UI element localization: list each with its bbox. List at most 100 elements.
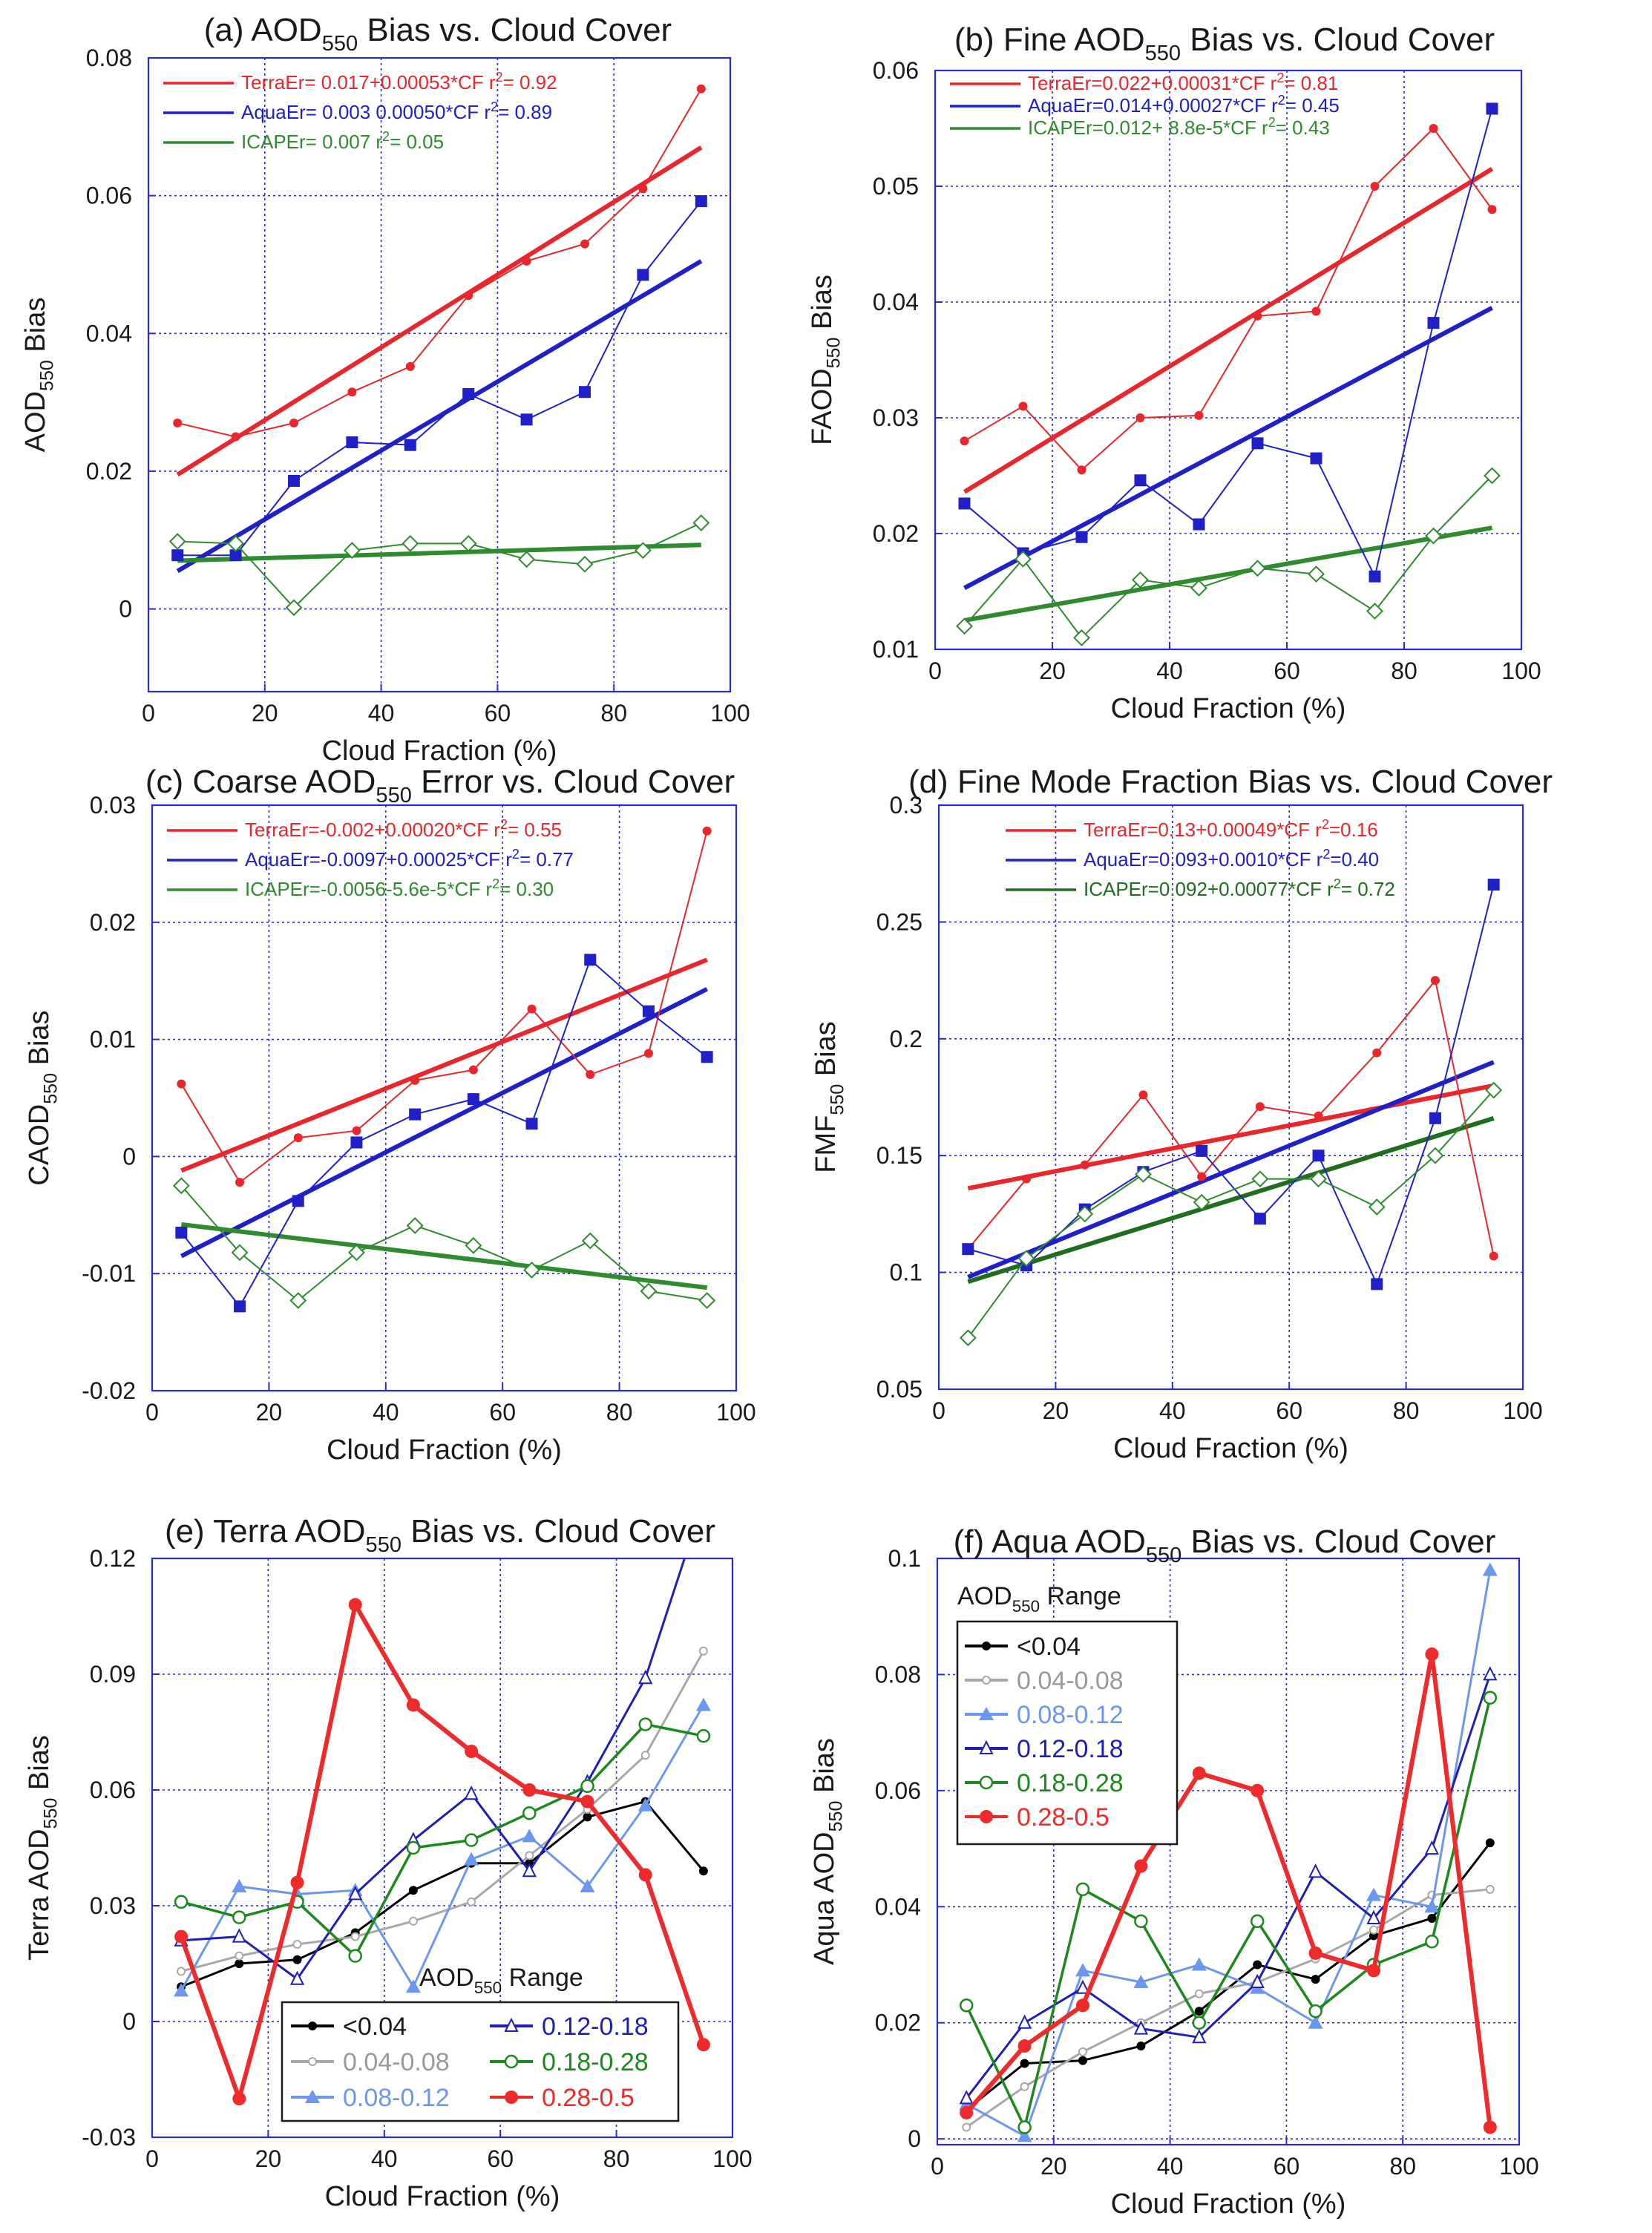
data-point: [1251, 1170, 1269, 1188]
data-point: [1017, 2039, 1032, 2053]
legend-text: AquaEr=0.093+0.0010*CF r: [1084, 848, 1323, 870]
legend-title: AOD550 Range: [957, 1582, 1121, 1616]
data-point: [1134, 1914, 1148, 1929]
x-tick-label: 40: [368, 700, 395, 727]
grid: [937, 1558, 1519, 2145]
series-line-1: [966, 1888, 1490, 2128]
legend-superscript: 2: [496, 70, 503, 85]
data-point: [522, 1783, 537, 1797]
data-point: [701, 1051, 713, 1063]
legend-text: AquaEr= 0.003 0.00050*CF r: [241, 101, 491, 123]
data-point: [1489, 1251, 1498, 1261]
panel-d: 0 20 40 60 80 100 0.05 0.1 0.15 0.2 0.25 0.3(d) Fin…: [810, 764, 1553, 1464]
data-point: [1487, 879, 1500, 891]
plot-area: [956, 102, 1501, 646]
data-point: [352, 1126, 361, 1135]
data-point: [1485, 1884, 1495, 1894]
data-point: [292, 1940, 302, 1949]
x-tick-label: 60: [1274, 658, 1300, 684]
y-axis-label-group: Aqua AOD550 Bias: [809, 1738, 846, 1965]
chart-title-subscript: 550: [366, 1533, 401, 1557]
data-point: [1075, 1963, 1090, 1977]
y-axis-label: FMF550 Bias: [810, 1021, 848, 1173]
y-tick-label: 0: [119, 596, 132, 623]
data-point: [1251, 1783, 1265, 1797]
y-tick-label: 0.03: [90, 792, 136, 819]
y-axis-label-main: FMF: [810, 1115, 842, 1173]
data-point: [696, 84, 706, 94]
data-point: [405, 361, 415, 371]
legend-marker: [305, 2090, 320, 2103]
legend-superscript: 2: [491, 99, 498, 114]
chart-title: (e) Terra AOD550 Bias vs. Cloud Cover: [165, 1513, 715, 1557]
data-point: [408, 1916, 418, 1926]
fit-line-aqua: [967, 1060, 1495, 1279]
chart-title-subscript: 550: [376, 784, 411, 807]
data-point: [638, 184, 648, 194]
y-tick-label: 0.09: [90, 1661, 136, 1688]
x-tick-label: 60: [487, 2145, 514, 2172]
series-line-4: [965, 1697, 1492, 2129]
data-point: [1136, 2042, 1146, 2051]
x-tick-label: 20: [255, 2145, 282, 2172]
panel-b: 0 20 40 60 80 100 0.01 0.02 0.03 0.04 0.05 0.06 (b) …: [807, 22, 1541, 724]
series-line-4: [180, 1722, 704, 1958]
x-tick-label: 100: [1499, 2153, 1538, 2180]
data-point: [1018, 401, 1028, 411]
legend-entry: TerraEr=-0.002+0.00020*CF r2= 0.55: [245, 817, 562, 841]
data-point: [168, 533, 186, 551]
data-point: [1429, 124, 1438, 133]
data-point: [959, 1998, 974, 2013]
data-point: [1078, 2056, 1087, 2065]
data-point: [1075, 531, 1088, 543]
series-line-2: [967, 1089, 1495, 1339]
data-point: [229, 549, 242, 562]
data-point: [1368, 1199, 1386, 1216]
series-line-1: [177, 200, 702, 557]
y-axis-label-subscript: 550: [825, 1801, 846, 1832]
data-point: [1197, 1172, 1207, 1181]
data-point: [1250, 1914, 1265, 1929]
x-tick-label: 100: [710, 700, 750, 727]
legend: TerraEr=0.13+0.00049*CF r2=0.16 AquaEr=0.…: [1006, 817, 1395, 900]
legend-title-main: AOD: [957, 1582, 1012, 1610]
legend-title-rest: Range: [502, 1964, 583, 1992]
legend-value: = 0.72: [1341, 878, 1395, 900]
legend-entry: ICAPEr= 0.007 r2= 0.05: [241, 129, 444, 153]
legend-entry: 0.28-0.5: [542, 2084, 635, 2112]
fit-line-icap: [177, 542, 701, 563]
data-point: [1308, 2004, 1322, 2019]
data-point: [702, 826, 712, 836]
y-tick-label: 0.12: [90, 1545, 136, 1572]
legend-entry: ICAPEr=0.092+0.00077*CF r2= 0.72: [1084, 876, 1395, 900]
data-point: [1308, 1946, 1322, 1960]
data-point: [1135, 413, 1145, 422]
data-point: [1192, 2016, 1207, 2030]
y-axis-label-rest: Bias: [810, 1021, 842, 1083]
data-point: [290, 1875, 304, 1889]
legend-value: = 0.81: [1284, 72, 1338, 94]
fit-line-aqua: [963, 306, 1493, 590]
data-point: [1132, 571, 1149, 588]
data-point: [522, 1862, 537, 1878]
legend-entry: TerraEr=0.13+0.00049*CF r2=0.16: [1084, 817, 1378, 841]
series-line-2: [177, 522, 702, 609]
data-point: [1138, 1090, 1148, 1100]
series-line-2: [966, 1570, 1492, 2137]
data-point: [408, 1886, 418, 1895]
data-point: [174, 1929, 189, 1944]
x-tick-label: 20: [1040, 2153, 1067, 2180]
panel-c: 0 20 40 60 80 100 -0.02 -0.01 0 0.01 0.02 0.03 (c) C…: [24, 764, 756, 1466]
data-point: [698, 1494, 709, 1506]
y-tick-label: -0.03: [82, 2124, 136, 2151]
x-tick-label: 100: [1501, 658, 1541, 684]
legend-marker: [504, 2054, 519, 2069]
data-point: [580, 239, 589, 249]
y-axis-label-group: AOD550 Bias: [20, 298, 57, 453]
legend-entry: 0.12-0.18: [542, 2013, 649, 2041]
legend-superscript: 2: [1276, 71, 1284, 85]
chart-title-main: (e) Terra AOD: [165, 1513, 366, 1550]
data-point: [234, 1300, 246, 1313]
data-point: [171, 549, 184, 562]
data-point: [1312, 1150, 1325, 1162]
